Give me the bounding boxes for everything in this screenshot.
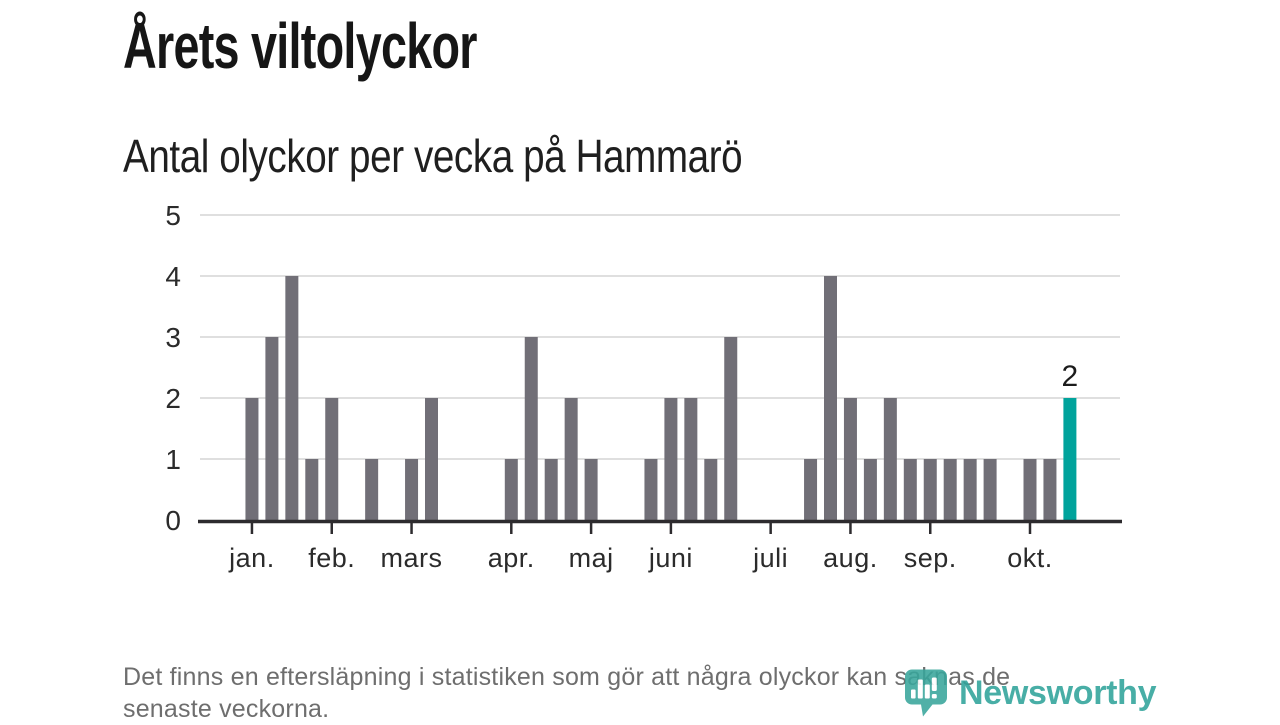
bar-week	[584, 459, 598, 520]
x-axis-month-label: apr.	[488, 543, 535, 573]
bar-week	[564, 398, 578, 520]
x-axis-month-label: juni	[648, 543, 693, 573]
bar-week	[265, 337, 279, 520]
bar-week	[285, 276, 299, 520]
newsworthy-logo-icon	[905, 669, 947, 717]
chart-footnote: Det finns en eftersläpning i statistiken…	[123, 661, 1010, 725]
bar-week	[664, 398, 678, 520]
bar-week	[903, 459, 917, 520]
bar-week	[524, 337, 538, 520]
x-axis-month-label: feb.	[308, 543, 355, 573]
x-axis-month-label: mars	[381, 543, 443, 573]
x-axis-month-label: sep.	[904, 543, 957, 573]
bar-week	[305, 459, 319, 520]
footnote-line: senaste veckorna.	[123, 695, 330, 723]
bar-week	[504, 459, 518, 520]
bar-current-week	[1063, 398, 1077, 520]
page-title: Årets viltolyckor	[123, 10, 477, 82]
bar-week	[425, 398, 438, 520]
x-axis-month-label: okt.	[1007, 543, 1053, 573]
newsworthy-wordmark: Newsworthy	[959, 674, 1157, 712]
bar-week	[943, 459, 957, 520]
bar-week	[684, 398, 698, 520]
bar-week	[963, 459, 977, 520]
y-axis-tick-label: 3	[165, 322, 181, 353]
bar-week	[804, 459, 818, 520]
bar-week	[923, 459, 937, 520]
y-axis-tick-label: 4	[165, 261, 181, 292]
bar-week	[843, 398, 857, 520]
x-axis-month-label: juli	[752, 543, 788, 573]
bar-week	[365, 459, 379, 520]
newsworthy-logo: Newsworthy	[904, 669, 1157, 717]
x-axis-month-label: maj	[569, 543, 614, 573]
y-axis-tick-label: 2	[165, 383, 181, 414]
bar-week	[983, 459, 997, 520]
chart-subtitle: Antal olyckor per vecka på Hammarö	[123, 130, 743, 182]
bar-week	[883, 398, 897, 520]
bar-week	[824, 276, 837, 520]
bar-week	[405, 459, 419, 520]
y-axis-tick-label: 0	[165, 505, 181, 536]
bar-week	[644, 459, 658, 520]
footnote-line: Det finns en eftersläpning i statistiken…	[123, 663, 1011, 691]
bar-week	[1043, 459, 1057, 520]
bar-week	[325, 398, 339, 520]
bar-week	[1023, 459, 1037, 520]
y-axis-tick-label: 5	[165, 200, 181, 231]
bar-week	[245, 398, 259, 520]
bar-week	[724, 337, 738, 520]
bar-week	[863, 459, 877, 520]
x-axis-month-label: jan.	[228, 543, 275, 573]
bar-week	[544, 459, 558, 520]
y-axis-tick-label: 1	[165, 444, 181, 475]
x-axis-month-label: aug.	[823, 543, 878, 573]
highlight-value-label: 2	[1062, 360, 1079, 393]
weekly-accidents-bar-chart: 0 1 2 3 4 5 jan. feb. mars apr. maj juni juli aug. sep…	[165, 200, 1122, 573]
bar-week	[704, 459, 718, 520]
